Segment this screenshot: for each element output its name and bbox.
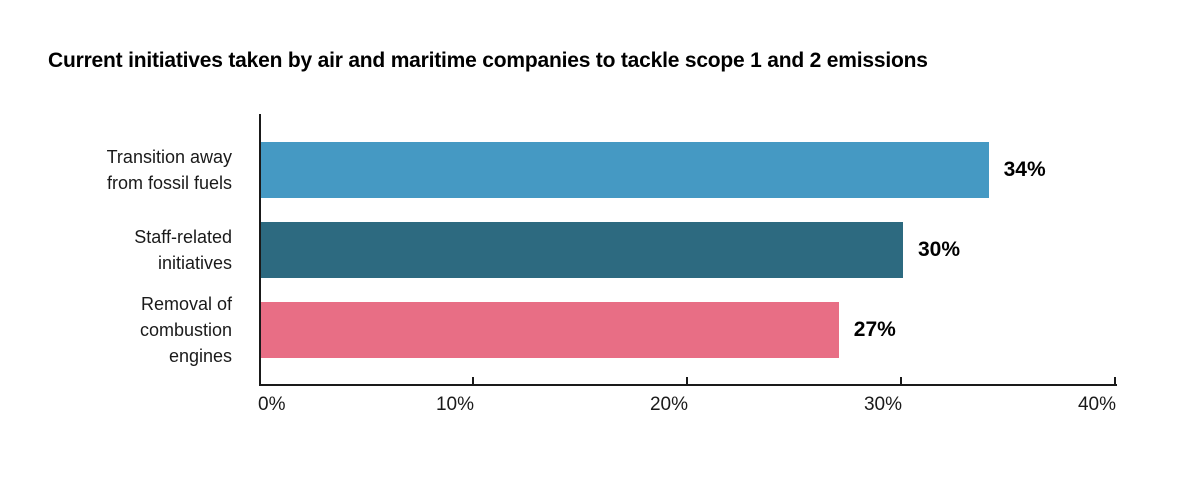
x-axis-tick-1 (472, 377, 474, 385)
x-axis-tick-3 (900, 377, 902, 385)
x-axis-tick-label-0: 0% (258, 394, 286, 415)
y-axis-line (259, 114, 261, 386)
category-label-0: Transition away from fossil fuels (106, 147, 232, 193)
bar-2 (261, 302, 839, 358)
x-axis-tick-label-4: 40% (1077, 394, 1116, 415)
bar-value-label-1: 30% (918, 238, 961, 261)
category-label-1: Staff-related initiatives (134, 227, 232, 273)
category-label-2: Removal of combustion engines (139, 294, 232, 366)
x-axis-tick-label-2: 20% (649, 394, 688, 415)
bar-1 (261, 222, 903, 278)
x-axis-line (259, 384, 1117, 386)
bar-value-label-0: 34% (1003, 158, 1046, 181)
bar-0 (261, 142, 989, 198)
x-axis-tick-4 (1114, 377, 1116, 385)
x-axis-tick-label-3: 30% (863, 394, 902, 415)
chart-title: Current initiatives taken by air and mar… (48, 49, 928, 72)
bar-value-label-2: 27% (853, 318, 896, 341)
x-axis-tick-2 (686, 377, 688, 385)
x-axis-tick-label-1: 10% (435, 394, 474, 415)
